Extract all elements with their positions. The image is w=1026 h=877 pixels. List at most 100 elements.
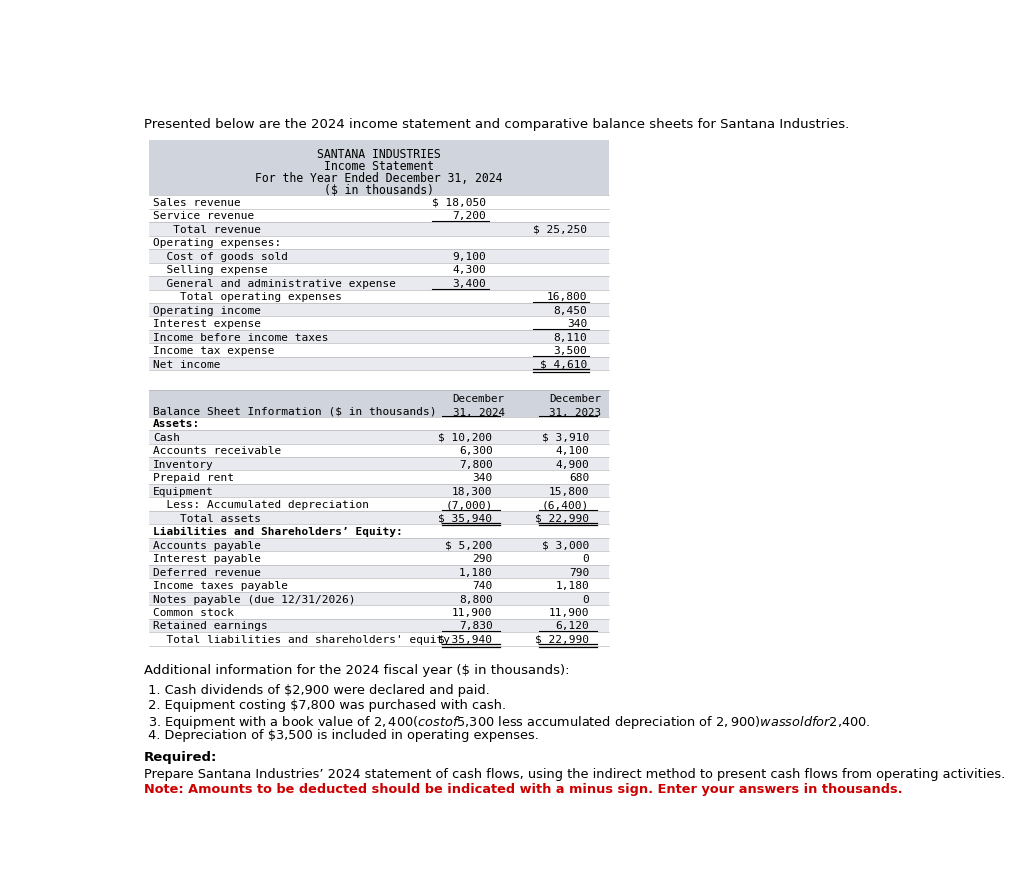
Text: Total assets: Total assets xyxy=(153,513,261,523)
Text: Income Statement: Income Statement xyxy=(324,160,434,174)
Text: December
31, 2024: December 31, 2024 xyxy=(452,394,505,418)
FancyBboxPatch shape xyxy=(149,277,608,290)
FancyBboxPatch shape xyxy=(149,538,608,552)
Text: 4,900: 4,900 xyxy=(556,460,589,469)
FancyBboxPatch shape xyxy=(149,511,608,524)
Text: Inventory: Inventory xyxy=(153,460,213,469)
Text: $ 35,940: $ 35,940 xyxy=(438,634,492,645)
FancyBboxPatch shape xyxy=(149,223,608,237)
Text: $ 22,990: $ 22,990 xyxy=(536,634,589,645)
FancyBboxPatch shape xyxy=(149,317,608,331)
FancyBboxPatch shape xyxy=(149,344,608,358)
Text: 1. Cash dividends of $2,900 were declared and paid.: 1. Cash dividends of $2,900 were declare… xyxy=(144,683,489,695)
Text: 7,800: 7,800 xyxy=(459,460,492,469)
Text: 790: 790 xyxy=(569,567,589,577)
Text: December
31, 2023: December 31, 2023 xyxy=(550,394,601,418)
Text: 680: 680 xyxy=(569,473,589,482)
Text: $ 10,200: $ 10,200 xyxy=(438,432,492,442)
Text: 1,180: 1,180 xyxy=(459,567,492,577)
Text: 7,200: 7,200 xyxy=(452,211,486,221)
Text: Total liabilities and shareholders' equity: Total liabilities and shareholders' equi… xyxy=(153,634,450,645)
FancyBboxPatch shape xyxy=(149,196,608,210)
Text: Interest payable: Interest payable xyxy=(153,553,261,563)
Text: $ 35,940: $ 35,940 xyxy=(438,513,492,523)
FancyBboxPatch shape xyxy=(149,237,608,250)
Text: 8,450: 8,450 xyxy=(553,305,587,316)
Text: $ 3,910: $ 3,910 xyxy=(542,432,589,442)
Text: ($ in thousands): ($ in thousands) xyxy=(324,184,434,197)
FancyBboxPatch shape xyxy=(149,579,608,592)
Text: Prepare Santana Industries’ 2024 statement of cash flows, using the indirect met: Prepare Santana Industries’ 2024 stateme… xyxy=(144,766,1005,780)
Text: (7,000): (7,000) xyxy=(445,500,492,510)
Text: Operating income: Operating income xyxy=(153,305,261,316)
FancyBboxPatch shape xyxy=(149,431,608,444)
Text: 0: 0 xyxy=(583,553,589,563)
Text: Total operating expenses: Total operating expenses xyxy=(153,292,342,302)
Text: Accounts receivable: Accounts receivable xyxy=(153,446,281,456)
Text: Prepaid rent: Prepaid rent xyxy=(153,473,234,482)
Text: 1,180: 1,180 xyxy=(556,581,589,590)
Text: $ 18,050: $ 18,050 xyxy=(432,197,486,208)
Text: Interest expense: Interest expense xyxy=(153,319,261,329)
FancyBboxPatch shape xyxy=(149,303,608,317)
Text: 6,300: 6,300 xyxy=(459,446,492,456)
Text: Sales revenue: Sales revenue xyxy=(153,197,241,208)
FancyBboxPatch shape xyxy=(149,619,608,632)
FancyBboxPatch shape xyxy=(149,458,608,471)
Text: 2. Equipment costing $7,800 was purchased with cash.: 2. Equipment costing $7,800 was purchase… xyxy=(144,698,506,711)
Text: Service revenue: Service revenue xyxy=(153,211,254,221)
Text: Income before income taxes: Income before income taxes xyxy=(153,332,328,342)
FancyBboxPatch shape xyxy=(149,498,608,511)
Text: Required:: Required: xyxy=(144,751,218,764)
Text: Deferred revenue: Deferred revenue xyxy=(153,567,261,577)
Text: 15,800: 15,800 xyxy=(549,486,589,496)
FancyBboxPatch shape xyxy=(149,565,608,579)
Text: $ 22,990: $ 22,990 xyxy=(536,513,589,523)
FancyBboxPatch shape xyxy=(149,331,608,344)
Text: Accounts payable: Accounts payable xyxy=(153,540,261,550)
Text: Less: Accumulated depreciation: Less: Accumulated depreciation xyxy=(153,500,369,510)
Text: 8,800: 8,800 xyxy=(459,594,492,604)
Text: 3. Equipment with a book value of $2,400 (cost of $5,300 less accumulated deprec: 3. Equipment with a book value of $2,400… xyxy=(144,713,870,730)
FancyBboxPatch shape xyxy=(149,210,608,223)
Text: $ 25,250: $ 25,250 xyxy=(534,225,587,235)
Text: 16,800: 16,800 xyxy=(547,292,587,302)
Text: 740: 740 xyxy=(472,581,492,590)
FancyBboxPatch shape xyxy=(149,484,608,498)
Text: Balance Sheet Information ($ in thousands): Balance Sheet Information ($ in thousand… xyxy=(153,405,436,416)
Text: (6,400): (6,400) xyxy=(542,500,589,510)
Text: SANTANA INDUSTRIES: SANTANA INDUSTRIES xyxy=(317,148,441,161)
Text: 8,110: 8,110 xyxy=(553,332,587,342)
FancyBboxPatch shape xyxy=(149,444,608,458)
Text: 11,900: 11,900 xyxy=(452,607,492,617)
Text: 7,830: 7,830 xyxy=(459,621,492,631)
Text: Net income: Net income xyxy=(153,360,221,369)
Text: 6,120: 6,120 xyxy=(556,621,589,631)
Text: $ 5,200: $ 5,200 xyxy=(445,540,492,550)
Text: Cost of goods sold: Cost of goods sold xyxy=(153,252,288,261)
FancyBboxPatch shape xyxy=(149,552,608,565)
FancyBboxPatch shape xyxy=(149,605,608,619)
Text: 0: 0 xyxy=(583,594,589,604)
Text: 4,100: 4,100 xyxy=(556,446,589,456)
Text: Retained earnings: Retained earnings xyxy=(153,621,268,631)
Text: Assets:: Assets: xyxy=(153,419,200,429)
Text: Total revenue: Total revenue xyxy=(153,225,261,235)
Text: Income taxes payable: Income taxes payable xyxy=(153,581,288,590)
Text: 9,100: 9,100 xyxy=(452,252,486,261)
Text: $ 3,000: $ 3,000 xyxy=(542,540,589,550)
Text: 4. Depreciation of $3,500 is included in operating expenses.: 4. Depreciation of $3,500 is included in… xyxy=(144,728,539,741)
Text: 3,500: 3,500 xyxy=(553,346,587,356)
Text: 290: 290 xyxy=(472,553,492,563)
Text: Equipment: Equipment xyxy=(153,486,213,496)
FancyBboxPatch shape xyxy=(149,290,608,303)
Text: 3,400: 3,400 xyxy=(452,279,486,289)
Text: Note: Amounts to be deducted should be indicated with a minus sign. Enter your a: Note: Amounts to be deducted should be i… xyxy=(144,782,903,795)
Text: Income tax expense: Income tax expense xyxy=(153,346,275,356)
Text: Common stock: Common stock xyxy=(153,607,234,617)
FancyBboxPatch shape xyxy=(149,524,608,538)
Text: Presented below are the 2024 income statement and comparative balance sheets for: Presented below are the 2024 income stat… xyxy=(144,118,849,131)
FancyBboxPatch shape xyxy=(149,250,608,263)
Text: General and administrative expense: General and administrative expense xyxy=(153,279,396,289)
FancyBboxPatch shape xyxy=(149,592,608,605)
